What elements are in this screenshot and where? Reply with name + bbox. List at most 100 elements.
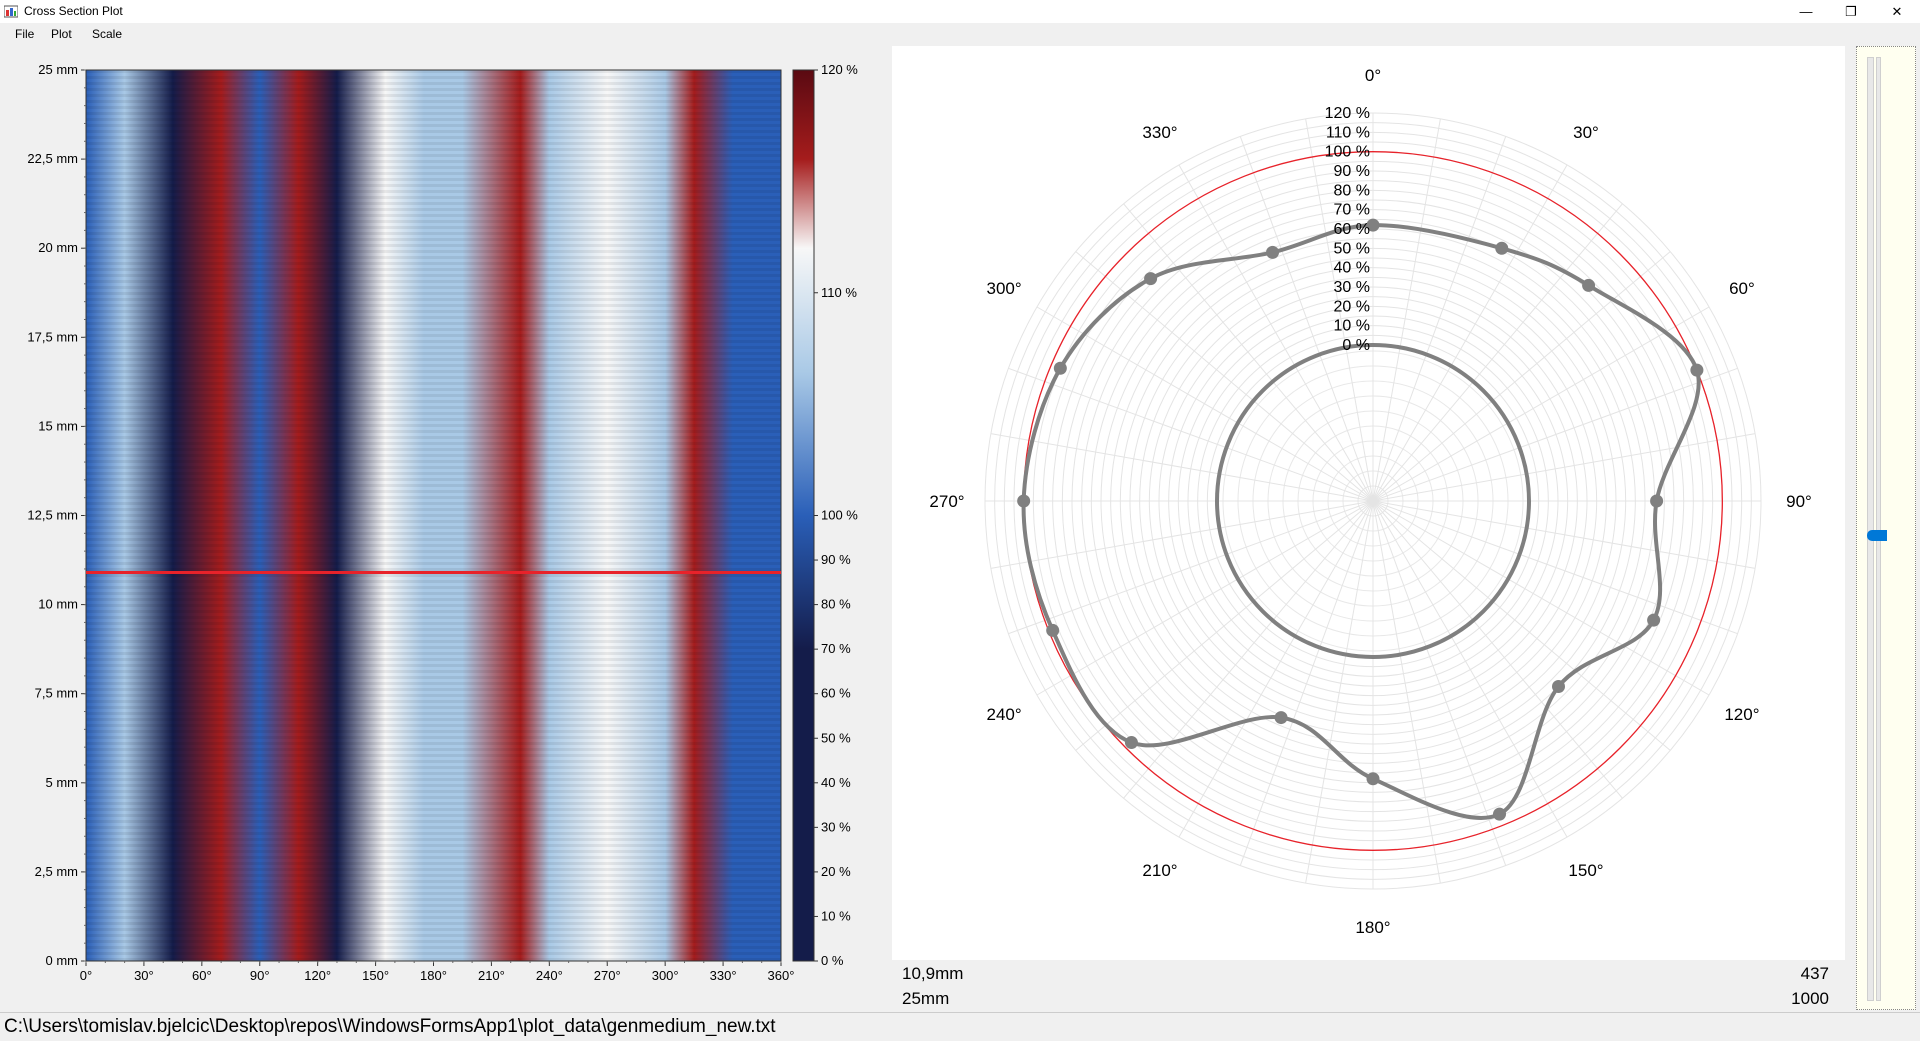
colorbar-tick-label: 0 % bbox=[821, 953, 844, 968]
polar-spoke bbox=[1372, 164, 1568, 502]
x-tick-label: 150° bbox=[362, 968, 389, 983]
y-tick-label: 17,5 mm bbox=[27, 329, 78, 344]
radial-tick-label: 80 % bbox=[1334, 182, 1370, 199]
x-tick-label: 330° bbox=[710, 968, 737, 983]
series-point[interactable] bbox=[1493, 807, 1507, 821]
series-point[interactable] bbox=[1366, 218, 1380, 232]
polar-spoke bbox=[1372, 367, 1738, 502]
angle-tick-label: 300° bbox=[986, 279, 1021, 298]
series-point[interactable] bbox=[1124, 736, 1138, 750]
colorbar bbox=[792, 69, 815, 962]
colorbar-tick-label: 60 % bbox=[821, 686, 851, 701]
angle-tick-label: 30° bbox=[1573, 123, 1599, 142]
count-value: 1000 bbox=[1791, 989, 1829, 1008]
y-tick-label: 7,5 mm bbox=[35, 686, 78, 701]
angle-tick-label: 60° bbox=[1729, 279, 1755, 298]
colorbar-tick-label: 70 % bbox=[821, 641, 851, 656]
window-title: Cross Section Plot bbox=[24, 4, 123, 18]
menu-bar: File Plot Scale bbox=[0, 23, 1920, 46]
heatmap-banding bbox=[86, 70, 781, 961]
radial-tick-label: 90 % bbox=[1334, 163, 1370, 180]
colorbar-tick-label: 30 % bbox=[821, 819, 851, 834]
polar-spoke bbox=[1008, 500, 1374, 635]
polar-spoke bbox=[1372, 500, 1756, 569]
polar-spoke bbox=[1239, 136, 1374, 502]
polar-spoke bbox=[1239, 500, 1374, 866]
colorbar-tick-label: 50 % bbox=[821, 730, 851, 745]
slider-track-secondary bbox=[1876, 57, 1881, 1001]
angle-tick-label: 270° bbox=[929, 492, 964, 511]
x-tick-label: 240° bbox=[536, 968, 563, 983]
x-tick-label: 180° bbox=[420, 968, 447, 983]
polar-spoke bbox=[1178, 164, 1374, 502]
slider-track[interactable] bbox=[1867, 57, 1874, 1001]
polar-spoke bbox=[1372, 500, 1568, 838]
polar-spoke bbox=[1372, 118, 1441, 502]
series-point[interactable] bbox=[1551, 679, 1565, 693]
menu-plot[interactable]: Plot bbox=[51, 27, 72, 41]
max-label: 25mm bbox=[902, 989, 950, 1008]
polar-spoke bbox=[1123, 500, 1374, 799]
radial-tick-label: 50 % bbox=[1334, 240, 1370, 257]
polar-spoke bbox=[1372, 500, 1710, 696]
y-tick-label: 5 mm bbox=[46, 775, 79, 790]
menu-file[interactable]: File bbox=[15, 27, 35, 41]
polar-spoke bbox=[1008, 367, 1374, 502]
radial-tick-label: 110 % bbox=[1326, 124, 1370, 141]
polar-spoke bbox=[1036, 306, 1374, 502]
restore-button[interactable]: ❐ bbox=[1845, 3, 1857, 19]
colorbar-tick-label: 110 % bbox=[821, 285, 857, 300]
menu-scale[interactable]: Scale bbox=[92, 27, 123, 41]
x-tick-label: 300° bbox=[652, 968, 679, 983]
angle-tick-label: 90° bbox=[1786, 492, 1812, 511]
colorbar-tick-label: 20 % bbox=[821, 864, 851, 879]
series-point[interactable] bbox=[1046, 623, 1060, 637]
x-tick-label: 120° bbox=[304, 968, 331, 983]
y-tick-label: 22,5 mm bbox=[27, 151, 78, 166]
angle-tick-label: 210° bbox=[1142, 861, 1177, 880]
series-point[interactable] bbox=[1690, 363, 1704, 377]
heatmap-chart[interactable]: 0 mm 2,5 mm 5 mm 7,5 mm 10 mm 12,5 mm 15 mm 17,… bbox=[0, 46, 890, 1010]
colorbar-tick-label: 10 % bbox=[821, 908, 851, 923]
series-point[interactable] bbox=[1366, 772, 1380, 786]
series-point[interactable] bbox=[1582, 278, 1596, 292]
slider-thumb[interactable] bbox=[1867, 529, 1887, 541]
minimize-button[interactable]: — bbox=[1799, 4, 1813, 19]
angle-tick-label: 0° bbox=[1365, 66, 1381, 85]
position-label: 10,9mm bbox=[902, 964, 964, 983]
series-point[interactable] bbox=[1650, 494, 1664, 508]
polar-spoke bbox=[1372, 500, 1441, 884]
polar-chart[interactable]: 0 % 10 % 20 % 30 % 40 % 50 % 60 % 70 % 80 % 90 % 1… bbox=[892, 46, 1845, 960]
x-tick-label: 360° bbox=[768, 968, 795, 983]
series-point[interactable] bbox=[1144, 272, 1158, 286]
radial-tick-label: 120 % bbox=[1325, 105, 1370, 122]
heatmap-panel: 0 mm 2,5 mm 5 mm 7,5 mm 10 mm 12,5 mm 15 mm 17,… bbox=[0, 46, 890, 1010]
polar-spoke bbox=[1305, 118, 1374, 502]
angle-tick-label: 330° bbox=[1142, 123, 1177, 142]
polar-spoke bbox=[990, 433, 1374, 502]
radial-tick-label: 70 % bbox=[1334, 202, 1370, 219]
series-point[interactable] bbox=[1266, 245, 1280, 259]
radial-tick-label: 40 % bbox=[1334, 260, 1370, 277]
polar-spoke bbox=[1372, 500, 1738, 635]
colorbar-tick-label: 100 % bbox=[821, 508, 858, 523]
title-bar: Cross Section Plot — ❐ ✕ bbox=[0, 0, 1920, 23]
polar-spoke bbox=[1372, 500, 1623, 799]
series-point[interactable] bbox=[1495, 241, 1509, 255]
series-point[interactable] bbox=[1053, 361, 1067, 375]
series-point[interactable] bbox=[1274, 711, 1288, 725]
angle-tick-label: 150° bbox=[1568, 861, 1603, 880]
series-point[interactable] bbox=[1647, 613, 1661, 627]
close-button[interactable]: ✕ bbox=[1891, 3, 1903, 19]
y-tick-label: 2,5 mm bbox=[35, 864, 78, 879]
series-point[interactable] bbox=[1017, 494, 1031, 508]
polar-spoke bbox=[1372, 251, 1671, 502]
polar-panel: 0 % 10 % 20 % 30 % 40 % 50 % 60 % 70 % 80 % 90 % 1… bbox=[892, 46, 1845, 960]
radial-tick-label: 60 % bbox=[1334, 221, 1370, 238]
polar-spoke bbox=[1123, 203, 1374, 502]
x-tick-label: 210° bbox=[478, 968, 505, 983]
colorbar-tick-label: 80 % bbox=[821, 597, 851, 612]
index-value: 437 bbox=[1800, 964, 1829, 983]
colorbar-tick-label: 120 % bbox=[821, 62, 858, 77]
baseline-circle bbox=[1215, 343, 1531, 659]
